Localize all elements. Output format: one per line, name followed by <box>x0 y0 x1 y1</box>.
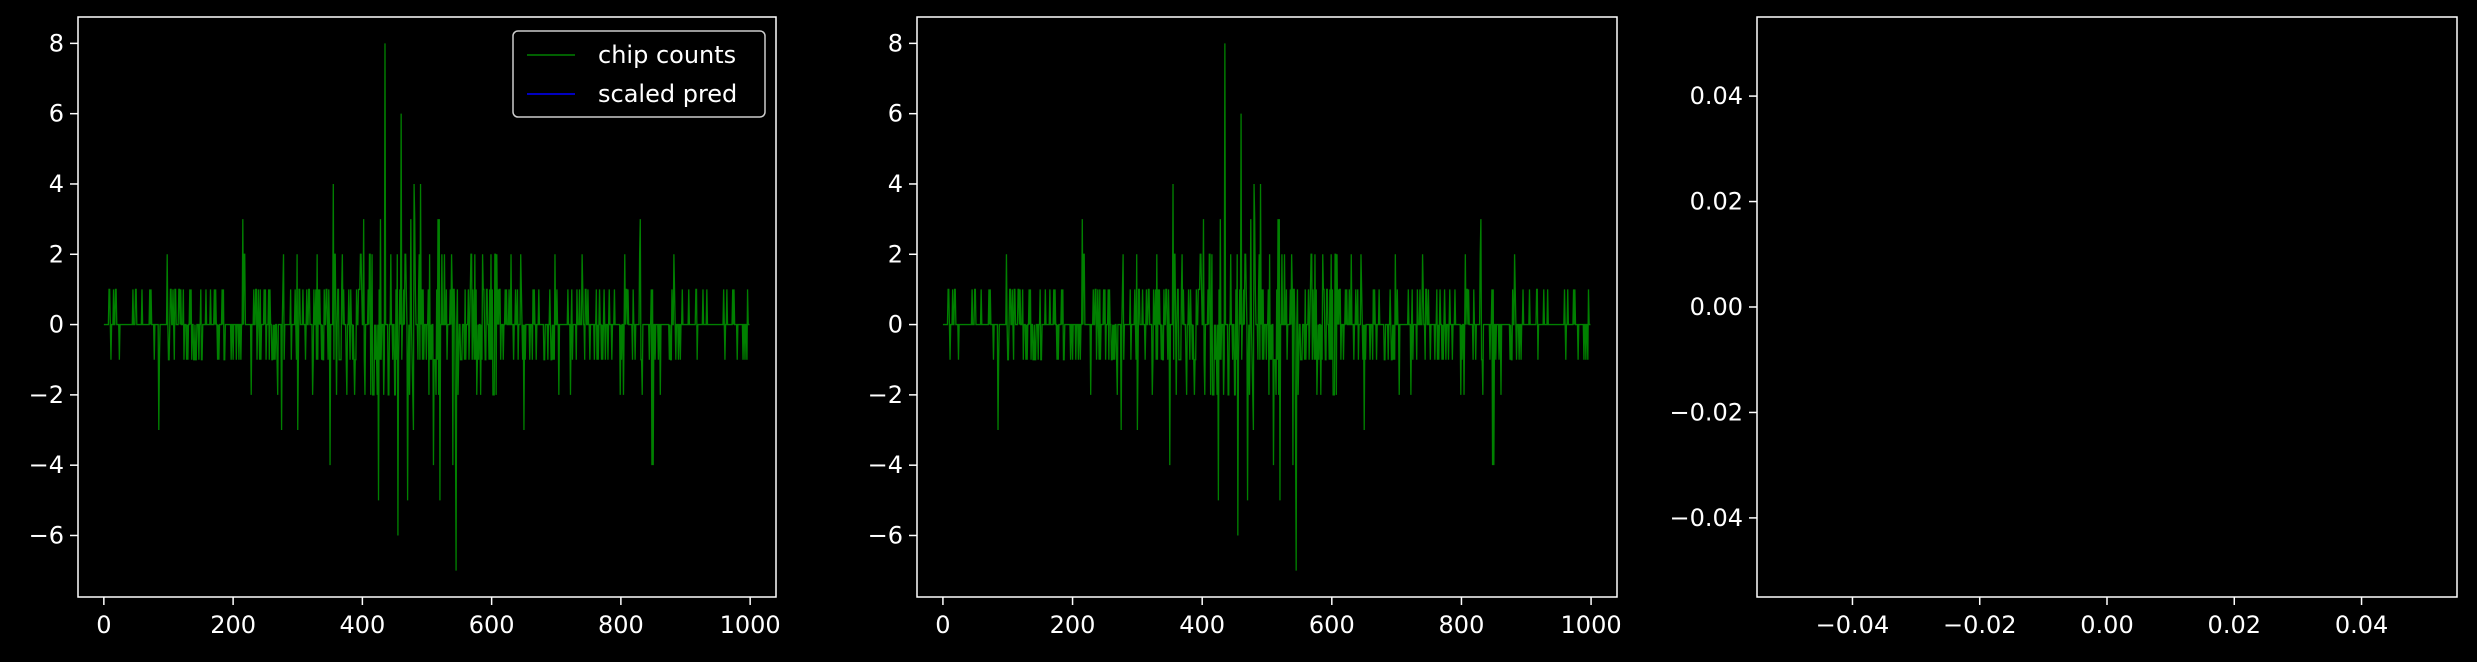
x-tick-label: 1000 <box>720 611 781 639</box>
y-tick-label: 8 <box>49 29 64 57</box>
y-tick-label: 2 <box>888 240 903 268</box>
y-tick-label: −2 <box>29 381 64 409</box>
axes-frame <box>77 16 777 598</box>
legend-label-chip-counts: chip counts <box>598 41 736 69</box>
y-tick-label: 4 <box>888 170 903 198</box>
chart-panel-empty: −0.04 −0.02 0.00 0.02 0.04 −0.04 −0.02 0.00 0.02… <box>1669 16 2458 639</box>
x-tick-label: 0 <box>96 611 111 639</box>
x-tick-label: 1000 <box>1561 611 1622 639</box>
legend-box <box>512 30 766 118</box>
x-tick-label: 400 <box>339 611 385 639</box>
y-tick-label: 4 <box>49 170 64 198</box>
y-tick-label: 0.04 <box>1690 82 1743 110</box>
series-line-series-0 <box>942 43 1591 571</box>
x-tick-label: 800 <box>598 611 644 639</box>
y-tick-label: −4 <box>868 451 903 479</box>
chart-panel-chip-counts: 0 200 400 600 800 1000 −6 −4 −2 0 2 4 6 8 chip counts… <box>29 16 781 639</box>
y-tick-label: 6 <box>888 100 903 128</box>
y-tick-label: −0.02 <box>1669 398 1743 426</box>
x-tick-label: 600 <box>1309 611 1355 639</box>
x-tick-label: 600 <box>469 611 515 639</box>
y-tick-label: 0.00 <box>1690 293 1743 321</box>
y-tick-label: −6 <box>868 521 903 549</box>
y-tick-label: 0 <box>888 311 903 339</box>
x-tick-label: 200 <box>210 611 256 639</box>
y-tick-label: 6 <box>49 100 64 128</box>
x-tick-label: 0.00 <box>2080 611 2133 639</box>
legend: chip counts scaled pred <box>512 30 766 118</box>
y-tick-label: 2 <box>49 240 64 268</box>
series-line-chip-counts <box>103 43 750 571</box>
y-tick-label: −4 <box>29 451 64 479</box>
x-tick-label: 0 <box>935 611 950 639</box>
y-tick-label: −6 <box>29 521 64 549</box>
y-tick-label: −2 <box>868 381 903 409</box>
x-tick-label: 0.02 <box>2208 611 2261 639</box>
x-tick-label: −0.02 <box>1943 611 2017 639</box>
y-tick-label: 0.02 <box>1690 188 1743 216</box>
x-tick-label: 400 <box>1179 611 1225 639</box>
y-tick-label: −0.04 <box>1669 504 1743 532</box>
legend-label-scaled-pred: scaled pred <box>598 80 737 108</box>
x-tick-label: 0.04 <box>2335 611 2388 639</box>
chart-panel-copy: 0 200 400 600 800 1000 −6 −4 −2 0 2 4 6 8 <box>868 16 1622 639</box>
axes-frame <box>916 16 1618 598</box>
x-tick-label: 800 <box>1439 611 1485 639</box>
x-tick-label: 200 <box>1050 611 1096 639</box>
x-tick-label: −0.04 <box>1816 611 1890 639</box>
y-tick-label: 0 <box>49 311 64 339</box>
y-tick-label: 8 <box>888 29 903 57</box>
